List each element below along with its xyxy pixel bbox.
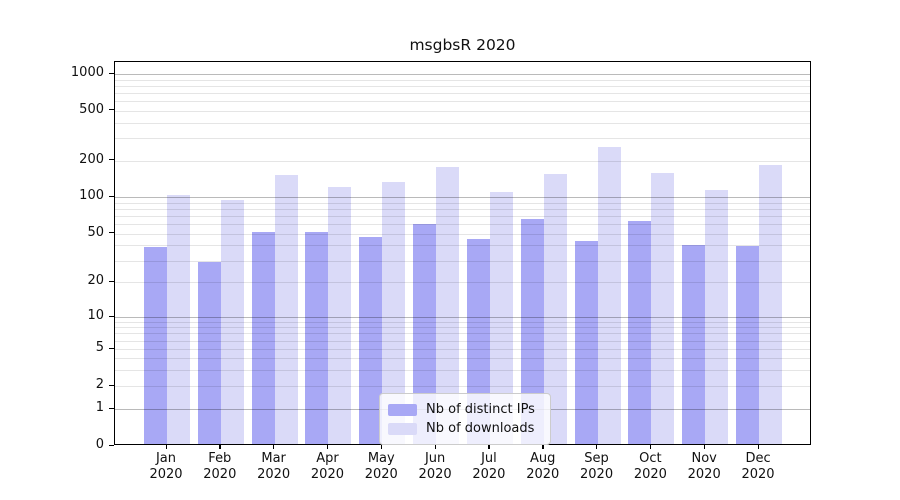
y-tick-label-10: 10 [87,308,104,323]
bar-downloads-dec [759,164,783,444]
bar-distinct-ips-jul [466,239,490,444]
bar-downloads-jul [489,191,513,444]
y-tick-mark-500 [109,109,114,111]
legend: Nb of distinct IPs Nb of downloads [379,393,551,445]
bar-distinct-ips-may [359,237,383,444]
y-tick-label-0: 0 [95,437,104,452]
legend-label-downloads: Nb of downloads [426,421,535,436]
x-tick-label-nov: Nov 2020 [687,451,721,482]
bar-downloads-jan [167,195,190,444]
bar-downloads-mar [274,175,298,444]
y-tick-label-100: 100 [79,188,104,203]
bar-distinct-ips-aug [520,219,544,444]
bar-downloads-sep [597,147,621,444]
x-tick-mark-feb [219,445,221,449]
x-tick-mark-may [380,445,383,449]
x-tick-label-jul: Jul 2020 [472,451,506,482]
x-tick-label-aug: Aug 2020 [526,451,560,482]
y-tick-mark-100 [109,195,114,197]
y-tick-label-1000: 1000 [70,65,104,80]
x-tick-label-jan: Jan 2020 [149,451,183,482]
y-tick-label-5: 5 [95,340,104,355]
bar-distinct-ips-nov [682,244,706,444]
y-tick-mark-50 [109,232,114,234]
y-tick-label-2: 2 [95,377,104,392]
bar-downloads-feb [220,199,244,444]
y-tick-mark-2 [109,384,114,386]
bar-downloads-may [382,182,406,444]
y-tick-label-50: 50 [87,224,104,240]
y-tick-label-1: 1 [95,400,104,415]
y-tick-mark-200 [109,159,114,161]
legend-label-distinct-ips: Nb of distinct IPs [426,402,535,417]
x-tick-label-may: May 2020 [364,451,398,482]
y-tick-mark-20 [109,280,114,282]
chart-title: msgbsR 2020 [409,36,516,54]
y-tick-label-500: 500 [79,101,104,117]
bar-distinct-ips-sep [574,240,598,444]
legend-item-downloads: Nb of downloads [388,419,541,438]
x-tick-mark-apr [326,445,329,449]
y-tick-mark-0 [109,444,114,446]
bar-distinct-ips-oct [628,221,652,444]
y-tick-mark-1000 [109,72,114,74]
bar-distinct-ips-dec [736,246,760,444]
x-tick-label-jun: Jun 2020 [418,451,452,482]
x-tick-mark-nov [703,445,705,449]
legend-swatch-downloads [388,422,417,435]
y-tick-label-20: 20 [87,273,104,288]
x-tick-label-dec: Dec 2020 [741,451,775,482]
x-tick-mark-jul [488,445,490,449]
x-tick-label-apr: Apr 2020 [310,451,344,482]
bar-downloads-apr [328,187,352,444]
legend-item-distinct-ips: Nb of distinct IPs [388,400,541,419]
bar-downloads-nov [705,189,729,444]
x-tick-mark-jan [165,445,167,449]
y-tick-mark-10 [109,315,114,317]
y-tick-mark-5 [109,347,114,349]
y-tick-label-200: 200 [79,151,104,167]
bar-distinct-ips-feb [197,262,221,444]
legend-swatch-distinct-ips [388,403,417,416]
x-tick-mark-sep [596,445,598,449]
x-tick-mark-mar [273,445,275,449]
x-tick-label-feb: Feb 2020 [203,451,237,482]
bar-distinct-ips-jan [144,247,167,444]
bar-downloads-jun [436,167,460,444]
y-tick-mark-1 [109,407,114,409]
bar-distinct-ips-mar [251,231,275,444]
x-tick-mark-aug [542,445,544,449]
plot-area: Nb of distinct IPs Nb of downloads [114,61,811,445]
bar-distinct-ips-apr [305,231,329,444]
bar-downloads-oct [651,172,675,444]
x-tick-label-mar: Mar 2020 [257,451,291,482]
x-tick-mark-jun [434,445,436,449]
bar-downloads-aug [543,174,567,444]
x-tick-label-oct: Oct 2020 [633,451,667,482]
x-tick-mark-dec [757,445,759,449]
bar-distinct-ips-jun [413,223,437,444]
x-tick-mark-oct [649,445,652,449]
x-tick-label-sep: Sep 2020 [580,451,614,482]
bars-layer [115,62,810,444]
